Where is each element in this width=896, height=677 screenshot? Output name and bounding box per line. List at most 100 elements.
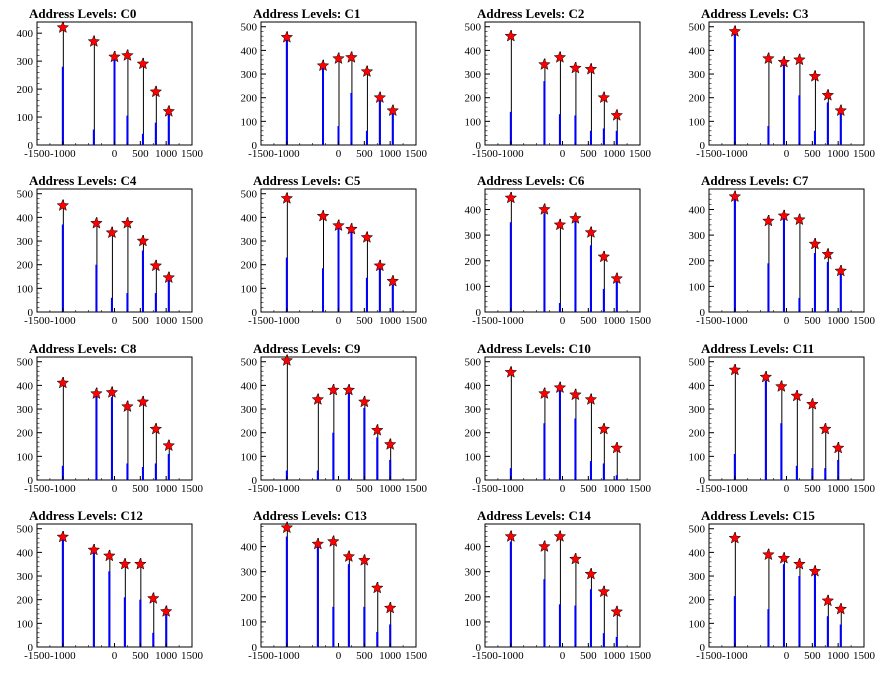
- peak-marker: [762, 214, 775, 227]
- y-tick-label: 100: [465, 617, 482, 629]
- bar: [733, 33, 736, 146]
- chart-title: Address Levels: C0: [29, 6, 136, 21]
- y-tick-label: 300: [465, 230, 482, 242]
- peak-marker: [504, 365, 518, 378]
- y-tick-label: 0: [252, 642, 258, 654]
- x-tick-label: 0: [560, 315, 566, 327]
- x-tick-label: 1500: [853, 650, 876, 662]
- bar: [733, 196, 736, 312]
- bar: [782, 217, 785, 312]
- chart-panel-8: Address Levels: C8-1500 -1000 0 500 1000 1500…: [17, 341, 204, 495]
- peak-marker: [102, 549, 116, 562]
- bar: [509, 111, 512, 145]
- y-tick-label: 300: [689, 69, 706, 81]
- bar: [347, 564, 350, 647]
- peak-marker: [597, 250, 611, 263]
- x-tick-label: 1500: [181, 650, 204, 662]
- y-tick-label: 100: [465, 281, 482, 293]
- x-tick-label: 1000: [603, 315, 626, 327]
- chart-panel-13: Address Levels: C13-1500 -1000 0 500 1000 150…: [241, 508, 428, 662]
- y-tick-label: 200: [17, 428, 34, 440]
- bar: [574, 418, 577, 480]
- peak-marker: [728, 190, 742, 203]
- y-tick-label: 0: [252, 140, 258, 152]
- x-tick-label: 1000: [827, 650, 850, 662]
- chart-title: Address Levels: C3: [701, 6, 809, 21]
- bar: [154, 463, 157, 480]
- x-tick-label: 1500: [629, 315, 652, 327]
- bar: [589, 130, 592, 145]
- x-tick-label: 500: [580, 315, 597, 327]
- y-tick-label: 400: [465, 45, 482, 57]
- x-tick-label: 500: [580, 148, 597, 160]
- x-tick-label: 500: [356, 148, 373, 160]
- chart-panel-0: Address Levels: C0-1500 -1000 0 500 1000 1500…: [17, 6, 204, 160]
- peak-marker: [136, 57, 150, 70]
- peak-marker: [790, 389, 804, 402]
- x-tick-label: 500: [132, 483, 149, 495]
- x-tick-label: 0: [784, 148, 790, 160]
- bar: [543, 423, 546, 480]
- chart-panel-10: Address Levels: C10-1500 -1000 0 500 1000 150…: [465, 341, 652, 495]
- y-tick-label: 300: [465, 404, 482, 416]
- x-tick-label: 1000: [155, 650, 178, 662]
- y-tick-label: 300: [241, 404, 258, 416]
- peak-marker: [342, 383, 356, 396]
- peak-marker: [311, 537, 325, 550]
- peak-marker: [597, 422, 611, 435]
- bar: [110, 397, 113, 480]
- x-tick-label: -1000: [274, 148, 300, 160]
- bar: [316, 542, 319, 647]
- x-tick-label: 1000: [155, 315, 178, 327]
- y-tick-label: 0: [700, 475, 706, 487]
- y-tick-label: 200: [465, 256, 482, 268]
- peak-marker: [793, 213, 806, 226]
- x-tick-label: 500: [132, 315, 149, 327]
- x-tick-label: 0: [112, 315, 118, 327]
- y-tick-label: 400: [689, 547, 706, 559]
- bar: [615, 475, 618, 480]
- bar: [126, 293, 129, 312]
- y-tick-label: 200: [689, 428, 706, 440]
- bar: [589, 589, 592, 647]
- chart-title: Address Levels: C9: [253, 341, 361, 356]
- y-tick-label: 200: [689, 256, 706, 268]
- x-tick-label: -1500: [24, 650, 50, 662]
- peak-marker: [610, 605, 624, 618]
- bar: [108, 571, 111, 647]
- x-tick-label: 1000: [379, 650, 402, 662]
- bar: [543, 579, 546, 647]
- peak-marker: [584, 225, 598, 238]
- peak-marker: [553, 218, 567, 231]
- x-tick-label: 1500: [405, 315, 428, 327]
- x-tick-label: 1500: [629, 148, 652, 160]
- bar: [813, 573, 816, 647]
- y-tick-label: 0: [28, 642, 34, 654]
- x-tick-label: -1000: [722, 650, 748, 662]
- x-tick-label: 1000: [603, 148, 626, 160]
- peak-marker: [56, 20, 70, 34]
- chart-title: Address Levels: C14: [477, 508, 591, 523]
- peak-marker: [316, 209, 330, 222]
- bar: [574, 217, 577, 312]
- y-tick-label: 200: [241, 428, 258, 440]
- y-tick-label: 500: [17, 189, 34, 201]
- x-tick-label: 0: [112, 148, 118, 160]
- bar: [347, 387, 350, 480]
- bar: [589, 245, 592, 312]
- peak-marker: [553, 381, 567, 394]
- x-tick-label: -1500: [472, 148, 498, 160]
- peak-marker: [360, 230, 374, 243]
- x-tick-label: -1500: [472, 650, 498, 662]
- bar: [322, 268, 324, 312]
- x-tick-label: 500: [804, 650, 821, 662]
- bar: [574, 605, 577, 647]
- peak-marker: [149, 85, 163, 98]
- x-tick-label: 1500: [853, 483, 876, 495]
- peak-marker: [280, 353, 294, 366]
- chart-panel-4: Address Levels: C4-1500 -1000 0 500 1000 1500…: [17, 173, 204, 327]
- peak-marker: [56, 376, 70, 389]
- peak-marker: [584, 392, 598, 405]
- bar: [92, 129, 95, 145]
- bar: [602, 463, 605, 480]
